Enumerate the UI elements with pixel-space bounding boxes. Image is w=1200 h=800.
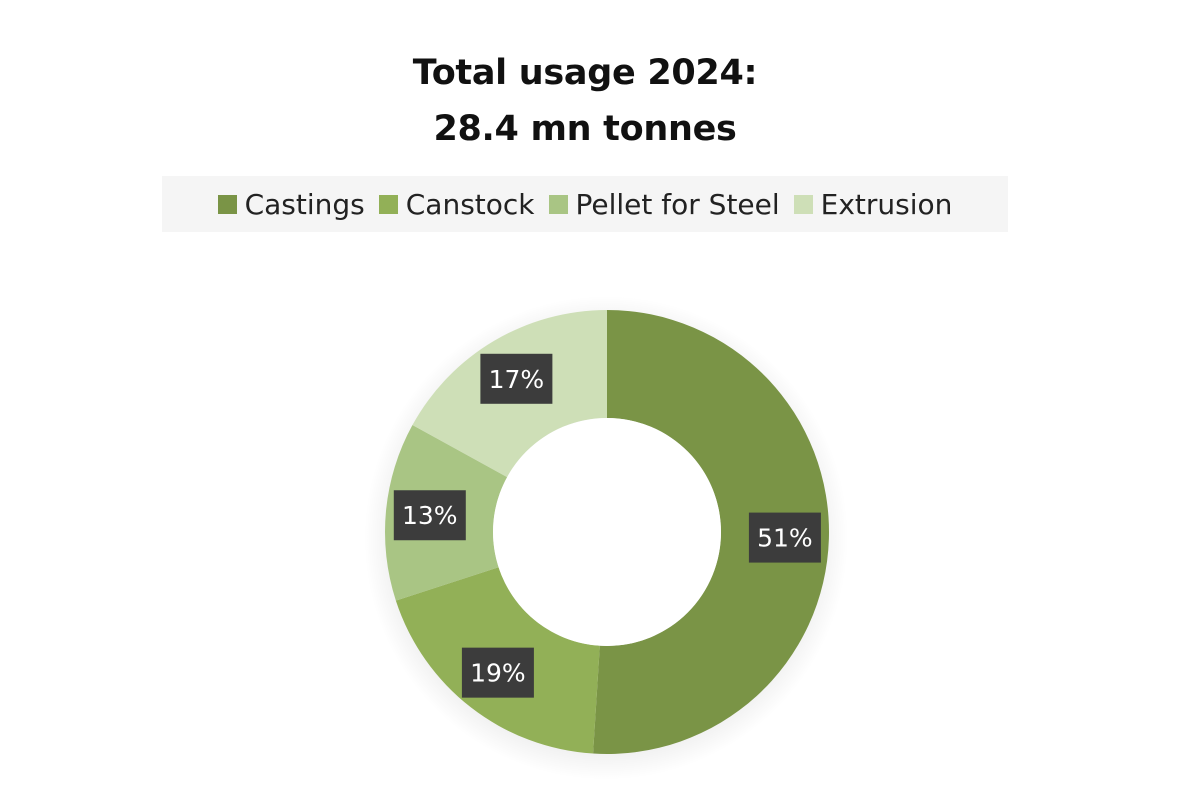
data-label-text: 19%: [470, 659, 526, 688]
data-label-box: [748, 512, 821, 563]
legend-label-castings: Castings: [244, 187, 365, 221]
data-label-box: [461, 647, 534, 698]
legend-label-pellet-for-steel: Pellet for Steel: [575, 187, 780, 221]
chart-title-line-2: 28.4 mn tonnes: [433, 109, 737, 149]
chart-title-line-1: Total usage 2024:: [412, 53, 758, 93]
legend-swatch-extrusion: [793, 194, 813, 214]
legend: Castings Canstock Pellet for Steel Extru…: [162, 176, 1008, 232]
legend-swatch-pellet-for-steel: [548, 194, 568, 214]
legend-item-pellet-for-steel: Pellet for Steel: [548, 187, 780, 221]
data-label-text: 51%: [757, 524, 813, 553]
legend-swatch-castings: [217, 194, 237, 214]
data-labels: 51% 19% 13% 17%: [393, 353, 821, 698]
data-label-castings: 51%: [748, 512, 821, 563]
data-label-text: 13%: [402, 501, 458, 530]
data-label-box: [480, 353, 553, 404]
legend-item-castings: Castings: [217, 187, 365, 221]
data-label-extrusion: 17%: [480, 353, 553, 404]
legend-label-extrusion: Extrusion: [820, 187, 953, 221]
data-label-pellet-for-steel: 13%: [393, 490, 466, 541]
legend-swatch-canstock: [378, 194, 398, 214]
legend-label-canstock: Canstock: [405, 187, 535, 221]
data-label-canstock: 19%: [461, 647, 534, 698]
legend-item-extrusion: Extrusion: [793, 187, 953, 221]
slice-castings: [593, 310, 829, 754]
data-label-box: [393, 490, 466, 541]
data-label-text: 17%: [489, 365, 545, 394]
donut-hole: [493, 418, 721, 646]
legend-item-canstock: Canstock: [378, 187, 535, 221]
